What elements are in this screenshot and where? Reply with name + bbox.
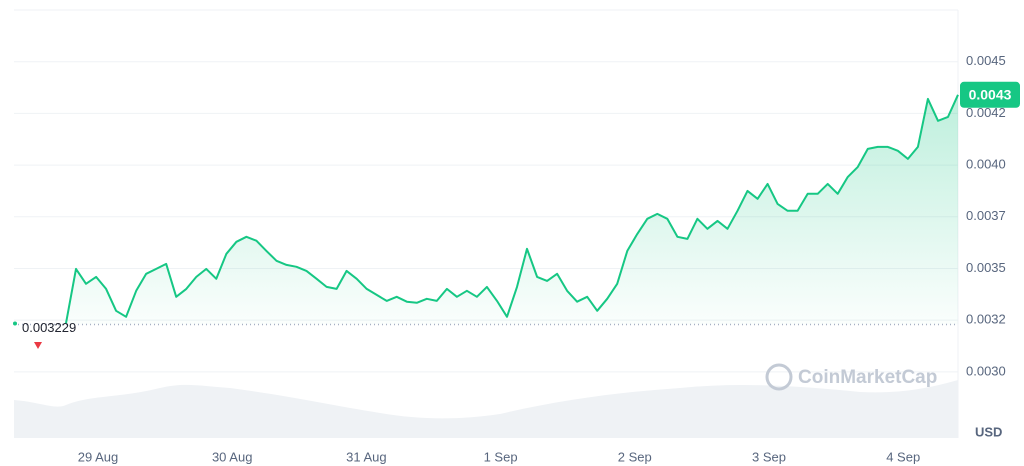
area-fill <box>66 94 958 325</box>
y-tick-label: 0.0045 <box>966 53 1006 68</box>
volume-area <box>14 380 958 438</box>
watermark-text: CoinMarketCap <box>798 367 937 388</box>
x-tick-label: 4 Sep <box>886 449 920 464</box>
y-tick-label: 0.0032 <box>966 312 1006 327</box>
x-tick-label: 2 Sep <box>618 449 652 464</box>
x-tick-label: 30 Aug <box>212 449 253 464</box>
y-tick-label: 0.0040 <box>966 157 1006 172</box>
x-tick-label: 29 Aug <box>78 449 119 464</box>
down-arrow <box>34 342 42 349</box>
baseline-label: 0.003229 <box>22 320 76 335</box>
x-tick-label: 31 Aug <box>346 449 387 464</box>
y-tick-label: 0.0035 <box>966 260 1006 275</box>
current-price-label: 0.0043 <box>969 86 1012 102</box>
currency-label: USD <box>975 424 1002 439</box>
y-tick-label: 0.0042 <box>966 105 1006 120</box>
baseline-dot <box>13 321 17 326</box>
x-tick-label: 1 Sep <box>484 449 518 464</box>
current-price-badge <box>960 81 1020 108</box>
x-tick-label: 3 Sep <box>752 449 786 464</box>
y-tick-label: 0.0030 <box>966 363 1006 378</box>
price-line <box>65 94 959 324</box>
watermark: CoinMarketCap <box>765 363 937 391</box>
y-tick-label: 0.0037 <box>966 208 1006 223</box>
